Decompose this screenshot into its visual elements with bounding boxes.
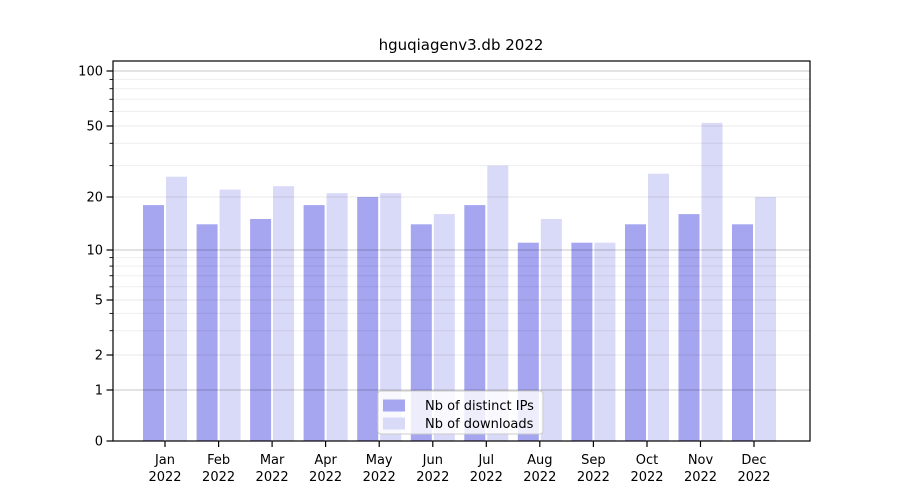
x-tick-month-aug: Aug xyxy=(527,453,552,468)
bar-distinct-ips-jul xyxy=(464,205,486,441)
legend-label-distinct-ips: Nb of distinct IPs xyxy=(425,399,534,414)
bar-downloads-nov xyxy=(701,122,723,442)
legend-box xyxy=(377,390,544,435)
bar-downloads-feb xyxy=(219,189,241,441)
x-tick-month-may: May xyxy=(366,453,393,468)
x-tick-month-dec: Dec xyxy=(741,453,766,468)
legend-swatch-downloads xyxy=(383,417,405,430)
bar-downloads-apr xyxy=(326,193,348,441)
plot-border xyxy=(112,60,811,442)
x-tick-year-jul: 2022 xyxy=(470,470,503,485)
bar-downloads-oct xyxy=(648,173,669,441)
x-tick-year-feb: 2022 xyxy=(202,470,235,485)
y-tick-label-50: 50 xyxy=(86,120,103,135)
x-tick-year-sep: 2022 xyxy=(577,470,610,485)
x-tick-month-feb: Feb xyxy=(207,453,230,468)
x-tick-year-oct: 2022 xyxy=(630,470,663,485)
x-tick-month-sep: Sep xyxy=(581,453,606,468)
y-tick-label-20: 20 xyxy=(86,191,103,206)
bar-downloads-jun xyxy=(433,214,455,441)
bar-distinct-ips-may xyxy=(357,197,379,441)
gridlines-group xyxy=(113,70,810,391)
bar-distinct-ips-jun xyxy=(410,224,432,441)
x-tick-month-apr: Apr xyxy=(314,453,337,468)
x-tick-year-jan: 2022 xyxy=(148,470,181,485)
bar-distinct-ips-sep xyxy=(571,242,593,441)
bar-downloads-aug xyxy=(540,219,562,441)
bar-downloads-sep xyxy=(594,242,616,441)
y-tick-label-2: 2 xyxy=(95,349,103,364)
y-tick-label-0: 0 xyxy=(95,435,103,450)
x-tick-year-aug: 2022 xyxy=(523,470,556,485)
x-axis: Jan 2022 Feb 2022 Mar 2022 Apr 2022 May 2022 Jun 20… xyxy=(148,441,771,485)
bar-downloads-mar xyxy=(273,186,295,441)
bar-downloads-may xyxy=(380,193,402,441)
x-tick-year-may: 2022 xyxy=(363,470,396,485)
x-tick-year-mar: 2022 xyxy=(256,470,289,485)
x-tick-year-nov: 2022 xyxy=(684,470,717,485)
bar-downloads-jan xyxy=(166,176,187,441)
bar-distinct-ips-feb xyxy=(196,224,218,441)
x-tick-year-dec: 2022 xyxy=(737,470,770,485)
y-tick-label-100: 100 xyxy=(78,65,103,80)
bar-distinct-ips-nov xyxy=(678,214,700,441)
legend: Nb of distinct IPs Nb of downloads xyxy=(377,390,544,435)
bar-downloads-jul xyxy=(487,165,509,441)
y-tick-label-5: 5 xyxy=(95,294,103,309)
x-tick-month-jun: Jun xyxy=(422,453,443,468)
y-tick-label-10: 10 xyxy=(86,244,103,259)
x-tick-month-jul: Jul xyxy=(477,453,494,468)
chart-title: hguqiagenv3.db 2022 xyxy=(379,36,544,54)
x-tick-month-mar: Mar xyxy=(260,453,285,468)
bar-distinct-ips-jan xyxy=(143,205,164,441)
legend-swatch-distinct-ips xyxy=(383,399,405,412)
bar-downloads-dec xyxy=(755,197,776,441)
x-tick-month-oct: Oct xyxy=(636,453,658,468)
bar-distinct-ips-apr xyxy=(303,205,325,441)
x-tick-month-nov: Nov xyxy=(688,453,714,468)
bar-distinct-ips-oct xyxy=(625,224,646,441)
x-tick-year-apr: 2022 xyxy=(309,470,342,485)
bar-distinct-ips-mar xyxy=(250,219,272,441)
bar-distinct-ips-dec xyxy=(732,224,753,441)
x-tick-month-jan: Jan xyxy=(154,453,175,468)
y-tick-label-1: 1 xyxy=(95,384,103,399)
x-tick-year-jun: 2022 xyxy=(416,470,449,485)
legend-label-downloads: Nb of downloads xyxy=(425,417,534,432)
